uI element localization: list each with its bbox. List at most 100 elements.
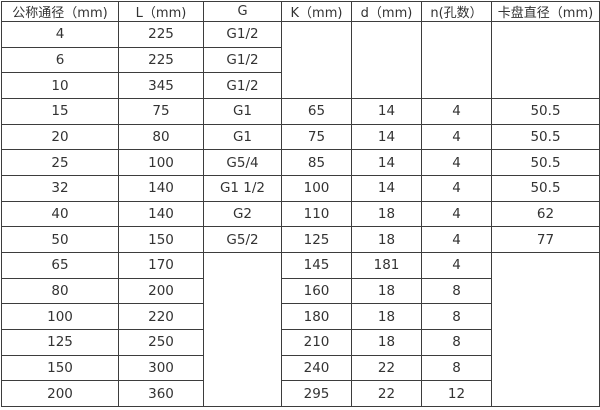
table-row: 40 140 G2 110 18 4 62 (1, 200, 600, 228)
table-cell: 77 (491, 226, 600, 253)
table-cell: G1/2 (203, 46, 282, 74)
column-header: d（mm) (351, 1, 422, 22)
table-cell: 345 (118, 72, 204, 99)
table-cell: 100 (1, 303, 119, 330)
table-cell: 18 (351, 303, 422, 330)
table-cell: 295 (281, 380, 352, 407)
table-cell: 75 (118, 97, 204, 125)
table-cell: 80 (118, 123, 204, 151)
column-header: 公称通径（mm) (1, 1, 119, 22)
table-cell: G1/2 (203, 72, 282, 99)
table-cell: 240 (281, 354, 352, 382)
table-row: 125 250 210 18 8 (1, 328, 600, 356)
table-cell: 225 (118, 21, 204, 48)
table-cell: 210 (281, 328, 352, 356)
table-cell: 4 (421, 251, 492, 279)
table-cell: 4 (421, 123, 492, 151)
table-cell: 150 (118, 226, 204, 253)
column-header: K（mm) (281, 1, 352, 22)
table-cell: 6 (1, 46, 119, 74)
table-cell: 110 (281, 200, 352, 228)
table-cell (351, 21, 422, 99)
table-row: 80 200 160 18 8 (1, 277, 600, 305)
table-cell: 170 (118, 251, 204, 279)
table-cell: 150 (1, 354, 119, 382)
table-cell: G5/2 (203, 226, 282, 253)
table-cell: 12 (421, 380, 492, 407)
table-row: 25 100 G5/4 85 14 4 50.5 (1, 149, 600, 176)
table-cell: 200 (118, 277, 204, 305)
table-cell: G5/4 (203, 149, 282, 176)
table-cell: 145 (281, 251, 352, 279)
table-row: 65 170 145 181 4 (1, 251, 600, 408)
table-cell: 62 (491, 200, 600, 228)
table-row: 6 225 G1/2 (1, 46, 600, 74)
table-cell: 4 (421, 149, 492, 176)
table-row: 150 300 240 22 8 (1, 354, 600, 382)
table-cell: 50.5 (491, 123, 600, 151)
table-cell: 181 (351, 251, 422, 279)
table-cell: 65 (281, 97, 352, 125)
table-cell: 22 (351, 354, 422, 382)
table-cell (203, 251, 282, 408)
table-cell: 4 (421, 97, 492, 125)
table-cell: 14 (351, 123, 422, 151)
table-row: 200 360 295 22 12 (1, 380, 600, 407)
table-cell: 8 (421, 277, 492, 305)
table-cell: G1 (203, 123, 282, 151)
table-cell: 10 (1, 72, 119, 99)
table-cell: G1 (203, 97, 282, 125)
table-cell: 250 (118, 328, 204, 356)
table-cell: 22 (351, 380, 422, 407)
table-cell: 50.5 (491, 149, 600, 176)
table-cell: 8 (421, 303, 492, 330)
table-cell: 100 (281, 174, 352, 202)
table-cell: 18 (351, 277, 422, 305)
table-cell (281, 21, 352, 99)
table-cell (491, 21, 600, 99)
table-cell: 18 (351, 226, 422, 253)
column-header: G (203, 1, 282, 22)
table-row: 32 140 G1 1/2 100 14 4 50.5 (1, 174, 600, 202)
table-cell: 14 (351, 97, 422, 125)
table-cell: 15 (1, 97, 119, 125)
table-cell: 220 (118, 303, 204, 330)
table-row: 50 150 G5/2 125 18 4 77 (1, 226, 600, 253)
table-cell: 4 (1, 21, 119, 48)
table-cell: G1 1/2 (203, 174, 282, 202)
table-row: 4 225 G1/2 (1, 21, 600, 99)
table-cell: 14 (351, 174, 422, 202)
table-cell: 125 (281, 226, 352, 253)
table-cell: 225 (118, 46, 204, 74)
table-cell: 40 (1, 200, 119, 228)
table-cell: 85 (281, 149, 352, 176)
table-cell: 300 (118, 354, 204, 382)
table-cell: 65 (1, 251, 119, 279)
table-cell: 100 (118, 149, 204, 176)
table-row: 15 75 G1 65 14 4 50.5 (1, 97, 600, 125)
spec-table-header: 公称通径（mm) L（mm) G K（mm) d（mm) n(孔数） 卡盘直径（mm) (1, 1, 600, 22)
table-cell: 18 (351, 200, 422, 228)
table-cell: 160 (281, 277, 352, 305)
table-cell: 50.5 (491, 174, 600, 202)
table-cell: 4 (421, 174, 492, 202)
table-cell: 4 (421, 200, 492, 228)
table-cell: G1/2 (203, 21, 282, 48)
table-cell: 80 (1, 277, 119, 305)
table-cell: 32 (1, 174, 119, 202)
table-cell: 140 (118, 174, 204, 202)
table-cell (421, 21, 492, 99)
column-header: n(孔数） (421, 1, 492, 22)
column-header: 卡盘直径（mm) (491, 1, 600, 22)
table-cell: 140 (118, 200, 204, 228)
table-cell: 50.5 (491, 97, 600, 125)
table-cell: 360 (118, 380, 204, 407)
table-cell: 75 (281, 123, 352, 151)
table-cell: 18 (351, 328, 422, 356)
table-cell: 25 (1, 149, 119, 176)
table-cell: 50 (1, 226, 119, 253)
table-cell: 20 (1, 123, 119, 151)
spec-table-body: 4 225 G1/2 6 225 G1/2 10 345 G1/2 15 75 G1 65 14 4 50.5… (1, 21, 600, 408)
table-cell: 8 (421, 354, 492, 382)
